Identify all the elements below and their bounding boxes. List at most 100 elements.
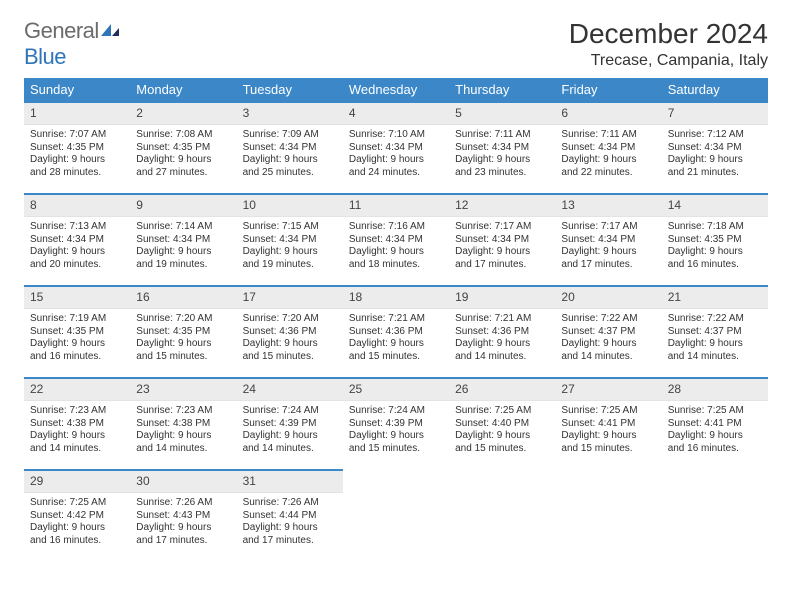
weekday-friday: Friday xyxy=(555,78,661,101)
day-body: Sunrise: 7:25 AMSunset: 4:41 PMDaylight:… xyxy=(555,401,661,461)
day-number: 14 xyxy=(662,195,768,217)
day-sunrise: Sunrise: 7:23 AM xyxy=(30,405,124,418)
day-sunset: Sunset: 4:34 PM xyxy=(561,234,655,247)
day-dl1: Daylight: 9 hours xyxy=(668,430,762,443)
day-sunrise: Sunrise: 7:25 AM xyxy=(455,405,549,418)
day-cell: 4Sunrise: 7:10 AMSunset: 4:34 PMDaylight… xyxy=(343,101,449,185)
day-number: 7 xyxy=(662,103,768,125)
day-number: 15 xyxy=(24,287,130,309)
day-sunset: Sunset: 4:34 PM xyxy=(668,142,762,155)
day-number: 5 xyxy=(449,103,555,125)
day-sunrise: Sunrise: 7:12 AM xyxy=(668,129,762,142)
day-cell: 23Sunrise: 7:23 AMSunset: 4:38 PMDayligh… xyxy=(130,377,236,461)
day-sunset: Sunset: 4:34 PM xyxy=(561,142,655,155)
day-sunset: Sunset: 4:34 PM xyxy=(30,234,124,247)
day-sunrise: Sunrise: 7:21 AM xyxy=(455,313,549,326)
day-body: Sunrise: 7:26 AMSunset: 4:44 PMDaylight:… xyxy=(237,493,343,553)
day-number: 10 xyxy=(237,195,343,217)
logo: General Blue xyxy=(24,18,121,70)
day-sunrise: Sunrise: 7:25 AM xyxy=(668,405,762,418)
day-dl1: Daylight: 9 hours xyxy=(455,154,549,167)
day-dl2: and 17 minutes. xyxy=(136,535,230,548)
day-sunrise: Sunrise: 7:08 AM xyxy=(136,129,230,142)
day-number: 12 xyxy=(449,195,555,217)
day-sunset: Sunset: 4:39 PM xyxy=(349,418,443,431)
day-dl1: Daylight: 9 hours xyxy=(243,338,337,351)
weekday-sunday: Sunday xyxy=(24,78,130,101)
day-sunset: Sunset: 4:37 PM xyxy=(561,326,655,339)
day-body: Sunrise: 7:12 AMSunset: 4:34 PMDaylight:… xyxy=(662,125,768,185)
day-sunset: Sunset: 4:37 PM xyxy=(668,326,762,339)
header: General Blue December 2024 Trecase, Camp… xyxy=(24,18,768,70)
day-sunset: Sunset: 4:34 PM xyxy=(349,234,443,247)
day-sunset: Sunset: 4:36 PM xyxy=(243,326,337,339)
page-title: December 2024 xyxy=(569,18,768,50)
day-body: Sunrise: 7:22 AMSunset: 4:37 PMDaylight:… xyxy=(555,309,661,369)
day-body: Sunrise: 7:17 AMSunset: 4:34 PMDaylight:… xyxy=(449,217,555,277)
day-body: Sunrise: 7:14 AMSunset: 4:34 PMDaylight:… xyxy=(130,217,236,277)
day-sunset: Sunset: 4:36 PM xyxy=(455,326,549,339)
day-number: 30 xyxy=(130,471,236,493)
day-dl1: Daylight: 9 hours xyxy=(668,246,762,259)
day-cell: 15Sunrise: 7:19 AMSunset: 4:35 PMDayligh… xyxy=(24,285,130,369)
day-sunset: Sunset: 4:34 PM xyxy=(243,234,337,247)
day-dl2: and 16 minutes. xyxy=(668,259,762,272)
day-body: Sunrise: 7:20 AMSunset: 4:35 PMDaylight:… xyxy=(130,309,236,369)
day-cell: 8Sunrise: 7:13 AMSunset: 4:34 PMDaylight… xyxy=(24,193,130,277)
day-number: 18 xyxy=(343,287,449,309)
logo-blue: Blue xyxy=(24,44,66,69)
location: Trecase, Campania, Italy xyxy=(569,52,768,70)
day-dl1: Daylight: 9 hours xyxy=(30,430,124,443)
day-sunset: Sunset: 4:34 PM xyxy=(243,142,337,155)
weekday-thursday: Thursday xyxy=(449,78,555,101)
day-sunrise: Sunrise: 7:11 AM xyxy=(455,129,549,142)
day-cell: 28Sunrise: 7:25 AMSunset: 4:41 PMDayligh… xyxy=(662,377,768,461)
day-cell: 31Sunrise: 7:26 AMSunset: 4:44 PMDayligh… xyxy=(237,469,343,553)
logo-text: General Blue xyxy=(24,18,121,70)
day-sunrise: Sunrise: 7:09 AM xyxy=(243,129,337,142)
day-dl2: and 23 minutes. xyxy=(455,167,549,180)
day-cell: 3Sunrise: 7:09 AMSunset: 4:34 PMDaylight… xyxy=(237,101,343,185)
day-body: Sunrise: 7:25 AMSunset: 4:41 PMDaylight:… xyxy=(662,401,768,461)
day-sunrise: Sunrise: 7:17 AM xyxy=(455,221,549,234)
day-cell: 24Sunrise: 7:24 AMSunset: 4:39 PMDayligh… xyxy=(237,377,343,461)
day-number: 8 xyxy=(24,195,130,217)
day-number: 19 xyxy=(449,287,555,309)
day-cell: 7Sunrise: 7:12 AMSunset: 4:34 PMDaylight… xyxy=(662,101,768,185)
day-dl1: Daylight: 9 hours xyxy=(561,154,655,167)
day-sunset: Sunset: 4:34 PM xyxy=(455,234,549,247)
day-cell: 5Sunrise: 7:11 AMSunset: 4:34 PMDaylight… xyxy=(449,101,555,185)
day-dl1: Daylight: 9 hours xyxy=(136,338,230,351)
day-sunrise: Sunrise: 7:25 AM xyxy=(561,405,655,418)
day-dl2: and 20 minutes. xyxy=(30,259,124,272)
day-number: 22 xyxy=(24,379,130,401)
day-dl2: and 14 minutes. xyxy=(455,351,549,364)
day-dl2: and 14 minutes. xyxy=(30,443,124,456)
day-dl2: and 15 minutes. xyxy=(561,443,655,456)
day-cell: 19Sunrise: 7:21 AMSunset: 4:36 PMDayligh… xyxy=(449,285,555,369)
day-number: 21 xyxy=(662,287,768,309)
day-dl2: and 18 minutes. xyxy=(349,259,443,272)
day-dl2: and 21 minutes. xyxy=(668,167,762,180)
day-dl1: Daylight: 9 hours xyxy=(561,338,655,351)
day-sunrise: Sunrise: 7:24 AM xyxy=(349,405,443,418)
day-cell: 30Sunrise: 7:26 AMSunset: 4:43 PMDayligh… xyxy=(130,469,236,553)
day-cell: 29Sunrise: 7:25 AMSunset: 4:42 PMDayligh… xyxy=(24,469,130,553)
day-sunset: Sunset: 4:41 PM xyxy=(561,418,655,431)
day-cell: 21Sunrise: 7:22 AMSunset: 4:37 PMDayligh… xyxy=(662,285,768,369)
day-number: 20 xyxy=(555,287,661,309)
day-body: Sunrise: 7:18 AMSunset: 4:35 PMDaylight:… xyxy=(662,217,768,277)
day-sunset: Sunset: 4:34 PM xyxy=(455,142,549,155)
day-body: Sunrise: 7:25 AMSunset: 4:42 PMDaylight:… xyxy=(24,493,130,553)
calendar-week: 15Sunrise: 7:19 AMSunset: 4:35 PMDayligh… xyxy=(24,285,768,369)
day-cell: 9Sunrise: 7:14 AMSunset: 4:34 PMDaylight… xyxy=(130,193,236,277)
day-cell: 13Sunrise: 7:17 AMSunset: 4:34 PMDayligh… xyxy=(555,193,661,277)
day-body: Sunrise: 7:11 AMSunset: 4:34 PMDaylight:… xyxy=(449,125,555,185)
day-dl2: and 28 minutes. xyxy=(30,167,124,180)
day-body: Sunrise: 7:20 AMSunset: 4:36 PMDaylight:… xyxy=(237,309,343,369)
day-cell: 6Sunrise: 7:11 AMSunset: 4:34 PMDaylight… xyxy=(555,101,661,185)
day-sunrise: Sunrise: 7:07 AM xyxy=(30,129,124,142)
day-cell: 27Sunrise: 7:25 AMSunset: 4:41 PMDayligh… xyxy=(555,377,661,461)
day-sunset: Sunset: 4:41 PM xyxy=(668,418,762,431)
day-sunrise: Sunrise: 7:19 AM xyxy=(30,313,124,326)
